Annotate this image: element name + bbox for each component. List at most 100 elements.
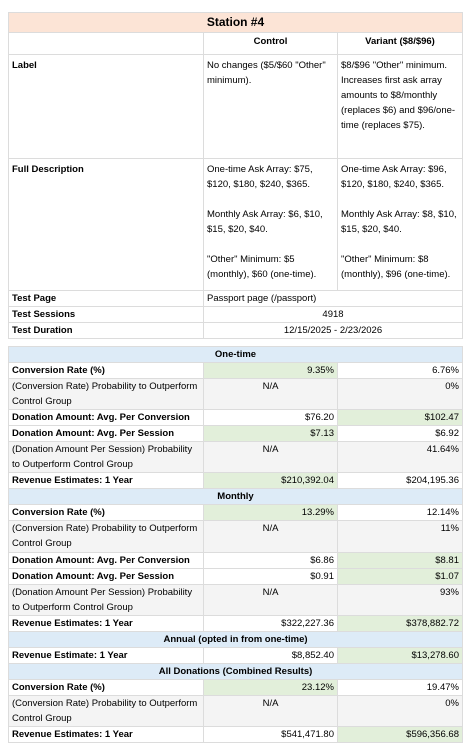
- metric-row: Donation Amount: Avg. Per Session $0.91 $1…: [8, 567, 463, 585]
- metric-label: (Conversion Rate) Probability to Outperf…: [8, 694, 204, 727]
- header-blank: [8, 32, 204, 55]
- metric-value: $204,195.36: [337, 472, 463, 490]
- info-value: One-time Ask Array: $75, $120, $180, $24…: [203, 158, 338, 291]
- metric-value: $8,852.40: [203, 646, 338, 664]
- info-row: Test Duration 12/15/2025 - 2/23/2026: [8, 322, 463, 339]
- metric-label: Conversion Rate (%): [8, 504, 204, 522]
- info-label: Test Duration: [8, 322, 204, 339]
- section-header-row: Annual (opted in from one-time): [8, 630, 463, 648]
- header-row: Control Variant ($8/$96): [8, 32, 463, 55]
- metric-row: (Conversion Rate) Probability to Outperf…: [8, 377, 463, 411]
- metric-row: Conversion Rate (%) 23.12% 19.47%: [8, 678, 463, 696]
- metric-row: (Donation Amount Per Session) Probabilit…: [8, 583, 463, 616]
- metric-value: $6.92: [337, 425, 463, 443]
- metric-value: $596,356.68: [337, 725, 463, 743]
- metric-label: Donation Amount: Avg. Per Conversion: [8, 409, 204, 427]
- metric-value: $541,471.80: [203, 725, 338, 743]
- metric-value: 41.64%: [337, 441, 463, 474]
- metric-value: $7.13: [203, 425, 338, 443]
- section-heading: One-time: [8, 346, 463, 363]
- paragraph: "Other" Minimum: $8 (monthly), $96 (one-…: [341, 254, 451, 280]
- info-value: No changes ($5/$60 "Other" minimum).: [203, 54, 338, 159]
- metric-label: (Donation Amount Per Session) Probabilit…: [8, 441, 204, 474]
- metric-value: 11%: [337, 520, 463, 553]
- section-header-row: Monthly: [8, 488, 463, 506]
- info-row: Label No changes ($5/$60 "Other" minimum)…: [8, 54, 463, 159]
- metric-row: Donation Amount: Avg. Per Session $7.13 $6…: [8, 425, 463, 443]
- metric-value: $102.47: [337, 409, 463, 427]
- metric-value: N/A: [203, 441, 338, 474]
- table-title: Station #4: [8, 12, 463, 33]
- paragraph: 12/15/2025 - 2/23/2026: [283, 325, 383, 336]
- metric-row: Revenue Estimates: 1 Year $322,227.36 $378…: [8, 614, 463, 632]
- metric-label: (Donation Amount Per Session) Probabilit…: [8, 583, 204, 616]
- metric-label: Conversion Rate (%): [8, 362, 204, 379]
- metric-value: 0%: [337, 377, 463, 411]
- column-header: Variant ($8/$96): [337, 32, 463, 55]
- section-heading: Annual (opted in from one-time): [8, 630, 463, 648]
- metric-value: $378,882.72: [337, 614, 463, 632]
- info-label: Test Sessions: [8, 306, 204, 323]
- metric-label: Revenue Estimate: 1 Year: [8, 646, 204, 664]
- metric-value: 9.35%: [203, 362, 338, 379]
- metric-value: $0.91: [203, 567, 338, 585]
- column-header: Control: [203, 32, 338, 55]
- spacer-row: [8, 338, 463, 347]
- paragraph: 4918: [322, 309, 344, 320]
- metric-row: Donation Amount: Avg. Per Conversion $6.8…: [8, 551, 463, 569]
- info-value: 12/15/2025 - 2/23/2026: [203, 322, 463, 339]
- info-label: Label: [8, 54, 204, 159]
- spacer: [8, 338, 463, 347]
- metric-value: N/A: [203, 694, 338, 727]
- table-body: Station #4 Control Variant ($8/$96) Label No…: [8, 12, 463, 743]
- metric-label: Donation Amount: Avg. Per Conversion: [8, 551, 204, 569]
- section-header-row: All Donations (Combined Results): [8, 662, 463, 680]
- metric-value: 13.29%: [203, 504, 338, 522]
- info-value: One-time Ask Array: $96, $120, $180, $24…: [337, 158, 463, 291]
- metric-value: N/A: [203, 377, 338, 411]
- paragraph: Passport page (/passport): [207, 293, 317, 304]
- section-heading: Monthly: [8, 488, 463, 506]
- metric-row: Revenue Estimates: 1 Year $210,392.04 $204…: [8, 472, 463, 490]
- metric-row: (Donation Amount Per Session) Probabilit…: [8, 441, 463, 474]
- paragraph: $8/$96 "Other" minimum. Increases first …: [341, 60, 456, 131]
- title-row: Station #4: [8, 12, 463, 33]
- paragraph: Monthly Ask Array: $6, $10, $15, $20, $4…: [207, 209, 323, 235]
- metric-value: $1.07: [337, 567, 463, 585]
- paragraph: No changes ($5/$60 "Other" minimum).: [207, 60, 326, 86]
- info-label: Full Description: [8, 158, 204, 291]
- metric-label: (Conversion Rate) Probability to Outperf…: [8, 520, 204, 553]
- info-row: Test Sessions 4918: [8, 306, 463, 323]
- metric-label: (Conversion Rate) Probability to Outperf…: [8, 377, 204, 411]
- paragraph: One-time Ask Array: $96, $120, $180, $24…: [341, 164, 447, 190]
- metric-value: 93%: [337, 583, 463, 616]
- metric-label: Conversion Rate (%): [8, 678, 204, 696]
- metric-row: Revenue Estimates: 1 Year $541,471.80 $596…: [8, 725, 463, 743]
- metric-value: 23.12%: [203, 678, 338, 696]
- paragraph: "Other" Minimum: $5 (monthly), $60 (one-…: [207, 254, 317, 280]
- section-header-row: One-time: [8, 346, 463, 363]
- info-value: Passport page (/passport): [203, 290, 463, 307]
- metric-label: Donation Amount: Avg. Per Session: [8, 567, 204, 585]
- metric-value: $76.20: [203, 409, 338, 427]
- metric-row: Donation Amount: Avg. Per Conversion $76.…: [8, 409, 463, 427]
- metric-label: Donation Amount: Avg. Per Session: [8, 425, 204, 443]
- metric-label: Revenue Estimates: 1 Year: [8, 614, 204, 632]
- metric-row: (Conversion Rate) Probability to Outperf…: [8, 694, 463, 727]
- metric-row: Revenue Estimate: 1 Year $8,852.40 $13,278…: [8, 646, 463, 664]
- metric-value: $322,227.36: [203, 614, 338, 632]
- info-row: Full Description One-time Ask Array: $75,…: [8, 158, 463, 291]
- metric-value: N/A: [203, 520, 338, 553]
- paragraph: Monthly Ask Array: $8, $10, $15, $20, $4…: [341, 209, 457, 235]
- metric-value: $8.81: [337, 551, 463, 569]
- metric-value: 12.14%: [337, 504, 463, 522]
- info-row: Test Page Passport page (/passport): [8, 290, 463, 307]
- metric-value: $6.86: [203, 551, 338, 569]
- info-label: Test Page: [8, 290, 204, 307]
- section-heading: All Donations (Combined Results): [8, 662, 463, 680]
- metric-value: 19.47%: [337, 678, 463, 696]
- metric-value: 6.76%: [337, 362, 463, 379]
- metric-value: N/A: [203, 583, 338, 616]
- metric-row: Conversion Rate (%) 13.29% 12.14%: [8, 504, 463, 522]
